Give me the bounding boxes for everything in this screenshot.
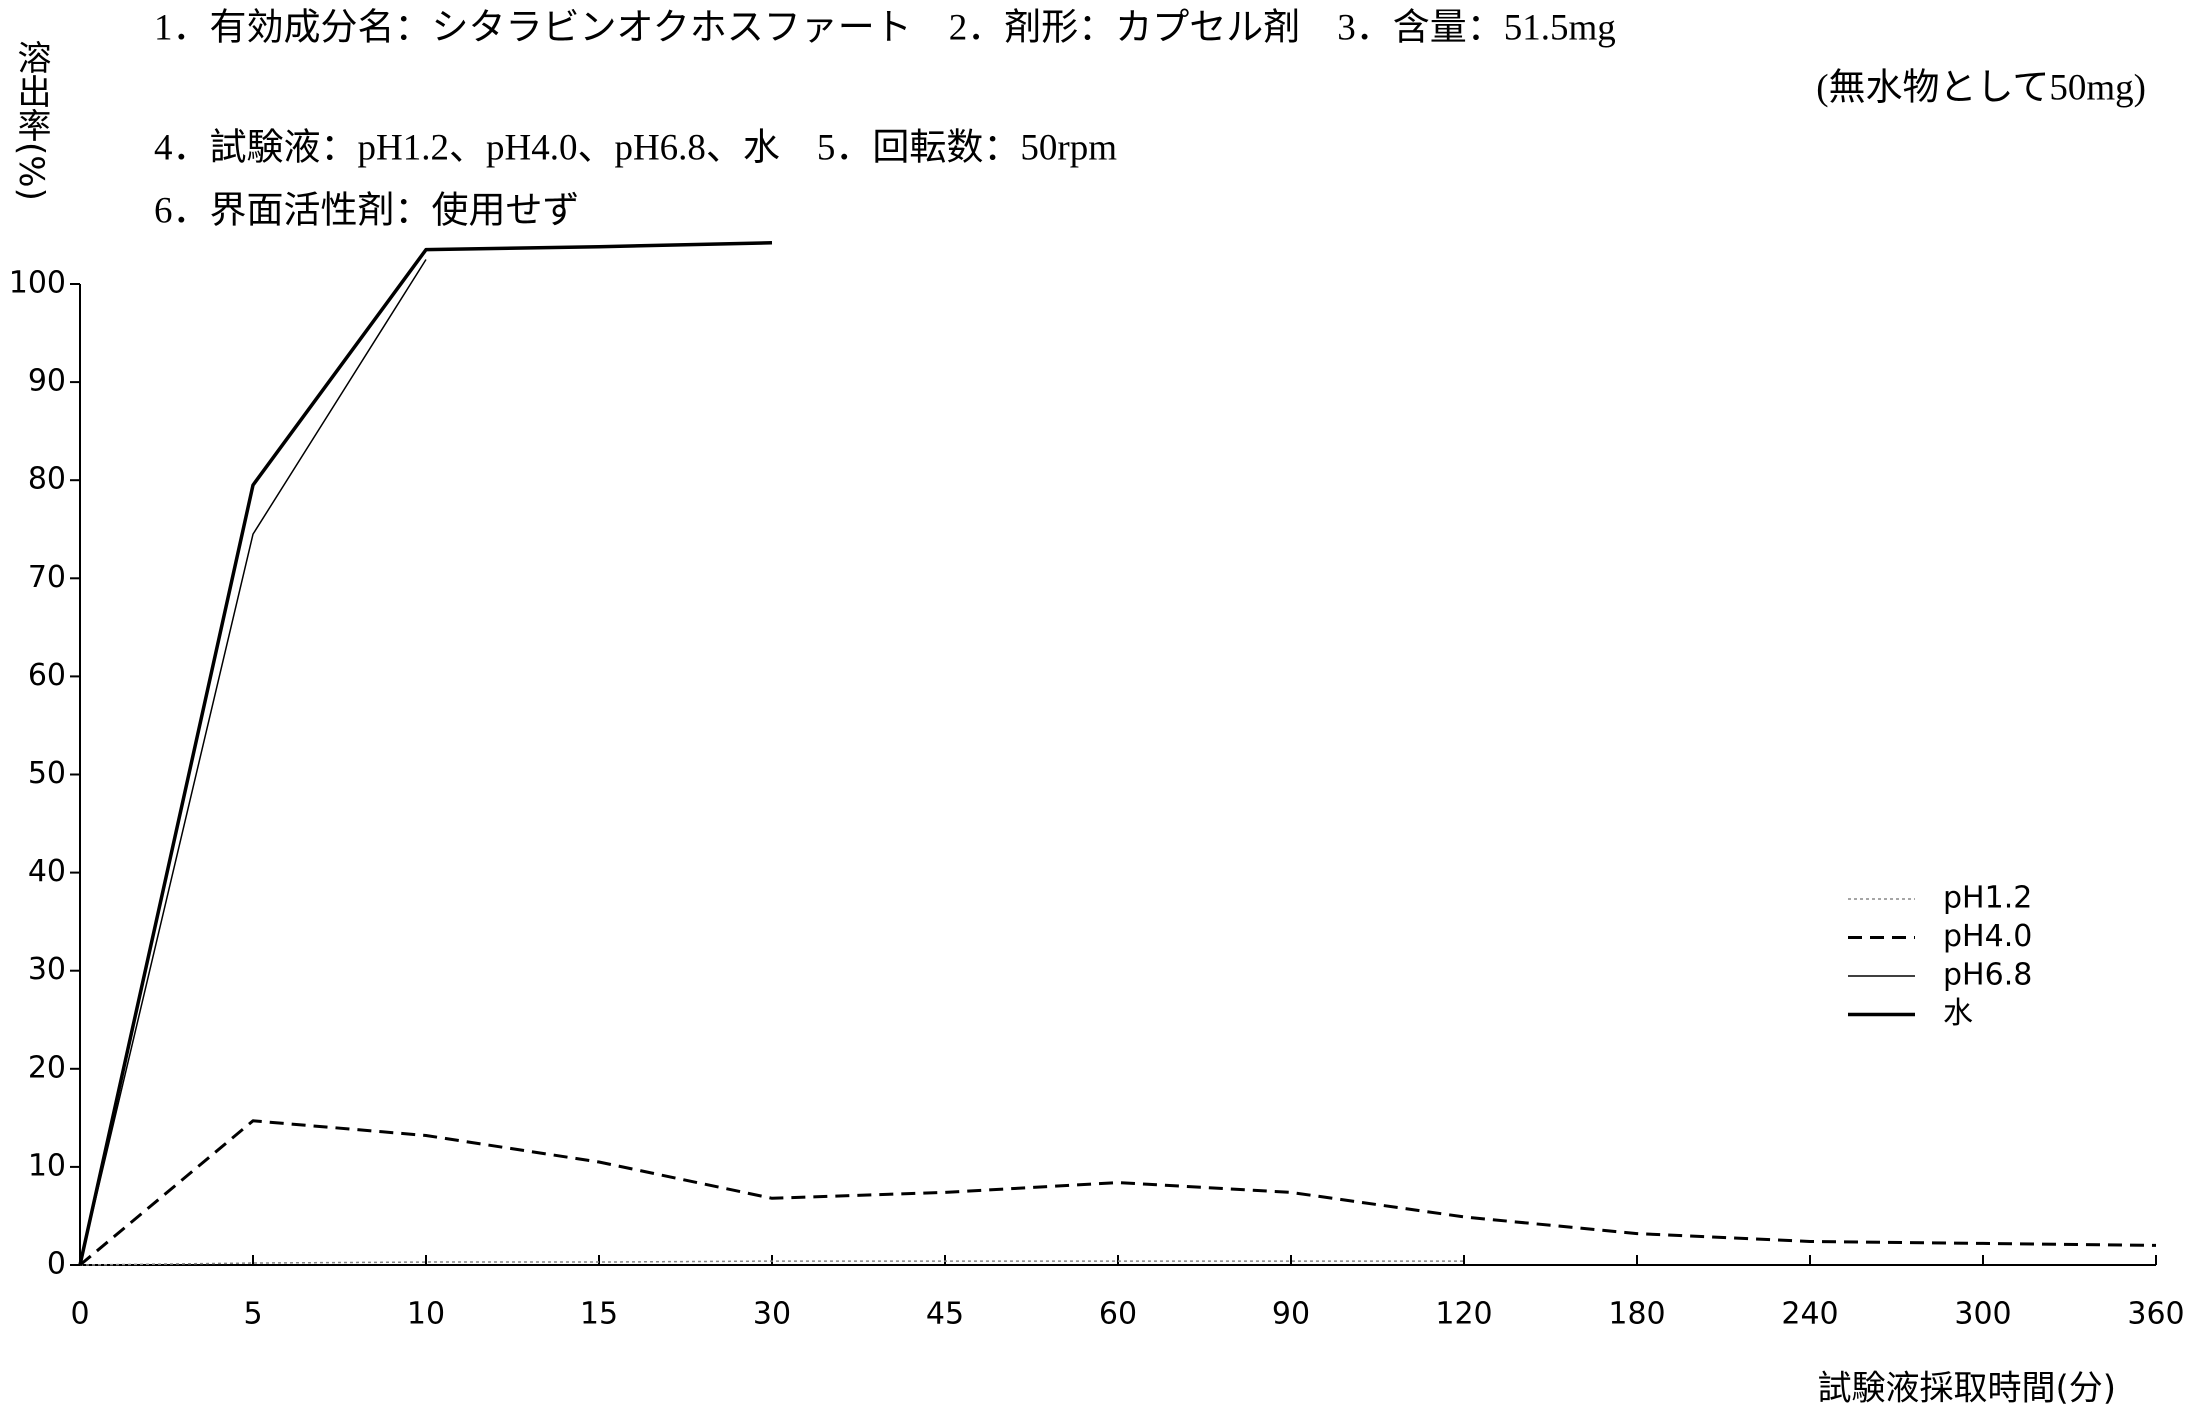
y-tick-label: 100 bbox=[9, 266, 66, 301]
series-line bbox=[79, 1260, 1464, 1266]
legend-label: 水 bbox=[1943, 996, 1973, 1031]
note: 4．試験液：pH1.2、pH4.0、pH6.8、水 5．回転数：50rpm bbox=[154, 126, 1117, 168]
y-tick-label: 20 bbox=[28, 1050, 66, 1085]
y-tick-label: 40 bbox=[28, 854, 66, 889]
x-axis-label: 試験液採取時間(分) bbox=[1817, 1369, 2116, 1409]
series-line bbox=[79, 1119, 2157, 1267]
x-tick-label: 15 bbox=[580, 1297, 618, 1332]
x-tick-label: 120 bbox=[1435, 1297, 1492, 1332]
series-line bbox=[79, 259, 427, 1266]
x-tick-label: 30 bbox=[753, 1297, 791, 1332]
y-tick-label: 30 bbox=[28, 952, 66, 987]
y-tick-label: 60 bbox=[28, 658, 66, 693]
x-tick-label: 180 bbox=[1608, 1297, 1665, 1332]
note: 1．有効成分名：シタラビンオクホスファート 2．剤形：カプセル剤 3．含量：51… bbox=[154, 6, 1616, 48]
note: (無水物として50mg) bbox=[1816, 67, 2146, 108]
y-tick-label: 90 bbox=[28, 364, 66, 399]
legend-label: pH1.2 bbox=[1943, 881, 2032, 916]
x-tick-label: 10 bbox=[407, 1297, 445, 1332]
y-tick-label: 80 bbox=[28, 462, 66, 497]
x-tick-label: 5 bbox=[243, 1297, 262, 1332]
x-tick-label: 90 bbox=[1272, 1297, 1310, 1332]
y-tick-label: 70 bbox=[28, 560, 66, 595]
legend-label: pH6.8 bbox=[1943, 958, 2032, 993]
series-line bbox=[78, 241, 773, 1266]
legend-label: pH4.0 bbox=[1943, 919, 2032, 954]
y-tick-label: 50 bbox=[28, 756, 66, 791]
x-tick-label: 300 bbox=[1954, 1297, 2011, 1332]
x-tick-label: 45 bbox=[926, 1297, 964, 1332]
y-axis-label: 溶出率(%) bbox=[11, 40, 51, 201]
x-tick-label: 360 bbox=[2127, 1297, 2184, 1332]
y-tick-label: 10 bbox=[28, 1148, 66, 1183]
note: 6．界面活性剤：使用せず bbox=[154, 189, 580, 231]
x-tick-label: 240 bbox=[1781, 1297, 1838, 1332]
y-tick-label: 0 bbox=[47, 1247, 66, 1282]
x-tick-label: 60 bbox=[1099, 1297, 1137, 1332]
x-tick-label: 0 bbox=[70, 1297, 89, 1332]
